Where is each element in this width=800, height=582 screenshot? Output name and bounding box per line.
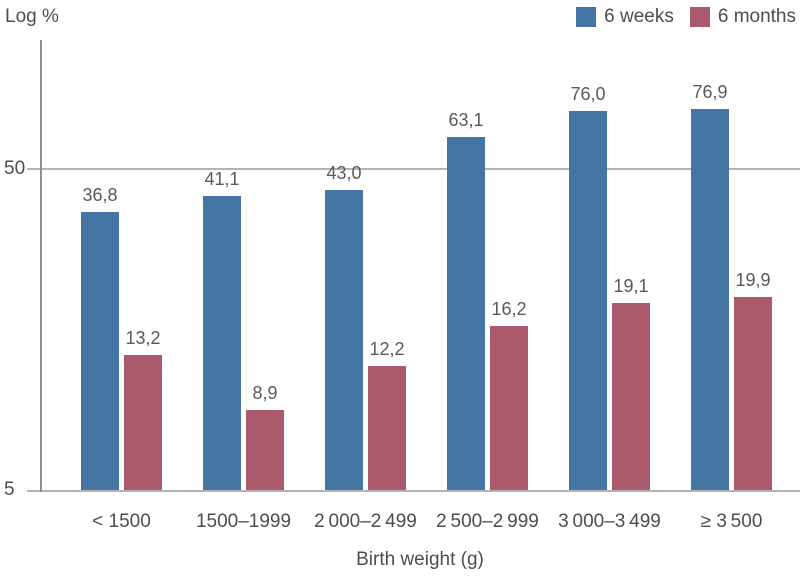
legend-label: 6 weeks (604, 6, 674, 27)
legend-label: 6 months (717, 6, 796, 27)
bar-6-weeks-3 (325, 190, 363, 490)
legend-item-6-months: 6 months (689, 6, 796, 28)
bar-value-label: 36,8 (82, 184, 118, 205)
bar-value-label: 63,1 (448, 109, 484, 130)
x-tick-label-2: 1500–1999 (195, 511, 292, 532)
y-axis-line (40, 40, 42, 492)
bar-value-label: 8,9 (252, 382, 278, 403)
legend-swatch-6-months (689, 7, 710, 27)
y-tick-label-50: 50 (4, 158, 26, 179)
x-tick-label-6: ≥ 3 500 (700, 511, 763, 532)
gridline-50 (27, 168, 800, 170)
bar-6-months-4 (490, 326, 528, 490)
bar-value-label: 12,2 (369, 338, 405, 359)
bar-6-weeks-1 (81, 211, 119, 490)
legend-swatch-6-weeks (576, 7, 597, 27)
bar-6-months-6 (734, 297, 772, 490)
bar-6-weeks-4 (447, 136, 485, 490)
chart-legend: 6 weeks 6 months (576, 6, 796, 28)
x-tick-label-3: 2 000–2 499 (314, 511, 417, 532)
legend-item-6-weeks: 6 weeks (576, 6, 674, 28)
x-tick-label-5: 3 000–3 499 (558, 511, 661, 532)
y-axis-title: Log % (5, 6, 59, 27)
bar-6-months-1 (124, 354, 162, 490)
bar-value-label: 19,9 (735, 270, 771, 291)
bar-value-label: 76,0 (570, 83, 606, 104)
bar-value-label: 43,0 (326, 163, 362, 184)
y-tick-label-5: 5 (4, 479, 15, 500)
bar-value-label: 19,1 (613, 276, 649, 297)
x-tick-label-4: 2 500–2 999 (436, 511, 539, 532)
bar-value-label: 76,9 (692, 81, 728, 102)
x-tick-label-1: < 1500 (92, 511, 151, 532)
bar-value-label: 41,1 (204, 169, 240, 190)
bar-value-label: 13,2 (125, 327, 161, 348)
bar-6-months-5 (612, 303, 650, 490)
bar-6-weeks-6 (691, 108, 729, 490)
bar-value-label: 16,2 (491, 299, 527, 320)
bar-6-weeks-2 (203, 196, 241, 490)
bar-6-months-2 (246, 409, 284, 490)
bar-6-months-3 (368, 365, 406, 490)
x-axis-line (27, 490, 800, 492)
x-axis-title: Birth weight (g) (356, 549, 484, 570)
bar-6-weeks-5 (569, 110, 607, 490)
